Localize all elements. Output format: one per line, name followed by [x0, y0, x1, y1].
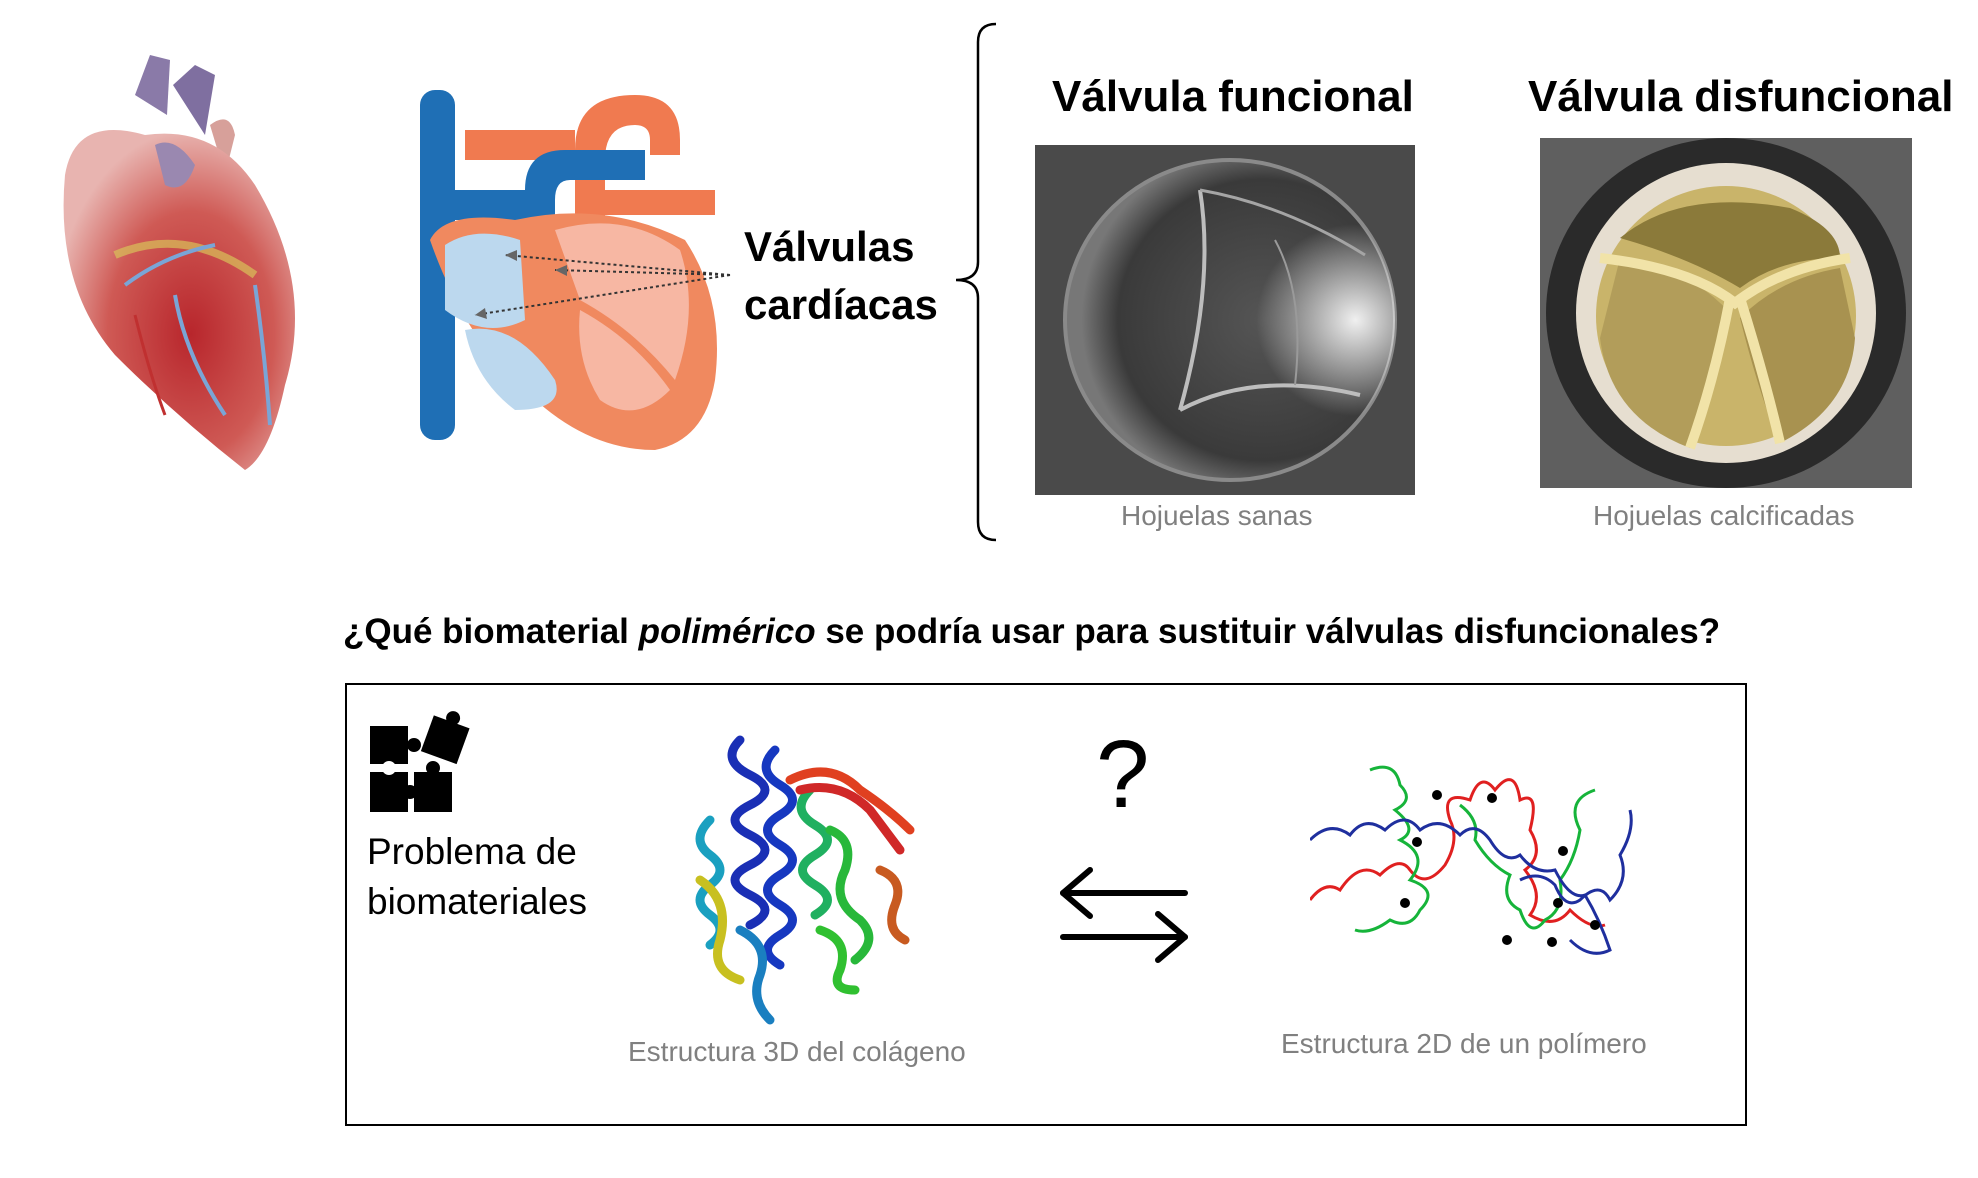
question-text-end: se podría usar para sustituir válvulas d… [815, 612, 1721, 651]
polymer-caption: Estructura 2D de un polímero [1281, 1028, 1647, 1059]
functional-valve-image [1035, 145, 1415, 495]
question-text: ¿Qué biomaterial polimérico se podría us… [343, 612, 1720, 652]
biomaterials-problem-label: Problema de biomateriales [367, 827, 587, 927]
collagen-caption: Estructura 3D del colágeno [628, 1036, 966, 1067]
realistic-heart-illustration [63, 55, 295, 470]
functional-valve-title: Válvula funcional [1052, 72, 1414, 121]
problem-line1: Problema de [367, 831, 577, 872]
question-text-start: ¿Qué biomaterial [343, 612, 639, 651]
valves-label-line2: cardíacas [744, 281, 938, 328]
curly-brace [955, 22, 997, 542]
dysfunctional-valve-caption: Hojuelas calcificadas [1593, 500, 1855, 531]
dysfunctional-valve-title: Válvula disfuncional [1528, 72, 1954, 121]
valves-label-line1: Válvulas [744, 223, 915, 270]
functional-valve-caption: Hojuelas sanas [1121, 500, 1313, 531]
problem-line2: biomateriales [367, 881, 588, 922]
valves-label: Válvulas cardíacas [744, 218, 938, 334]
question-mark: ? [1096, 721, 1150, 828]
heart-schematic-diagram [420, 90, 731, 450]
polymer-2d-structure-image [1310, 765, 1633, 955]
puzzle-icon [370, 711, 470, 812]
exchange-arrows-icon [1060, 867, 1188, 963]
dysfunctional-valve-image [1540, 138, 1912, 488]
collagen-3d-structure-image [695, 735, 915, 1025]
question-emphasis: polimérico [638, 612, 816, 651]
biomaterials-panel [345, 683, 1747, 1126]
